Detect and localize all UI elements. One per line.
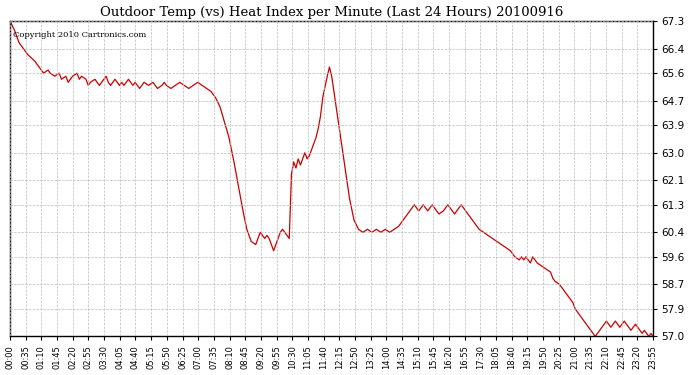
Title: Outdoor Temp (vs) Heat Index per Minute (Last 24 Hours) 20100916: Outdoor Temp (vs) Heat Index per Minute … [100,6,563,18]
Text: Copyright 2010 Cartronics.com: Copyright 2010 Cartronics.com [13,31,146,39]
